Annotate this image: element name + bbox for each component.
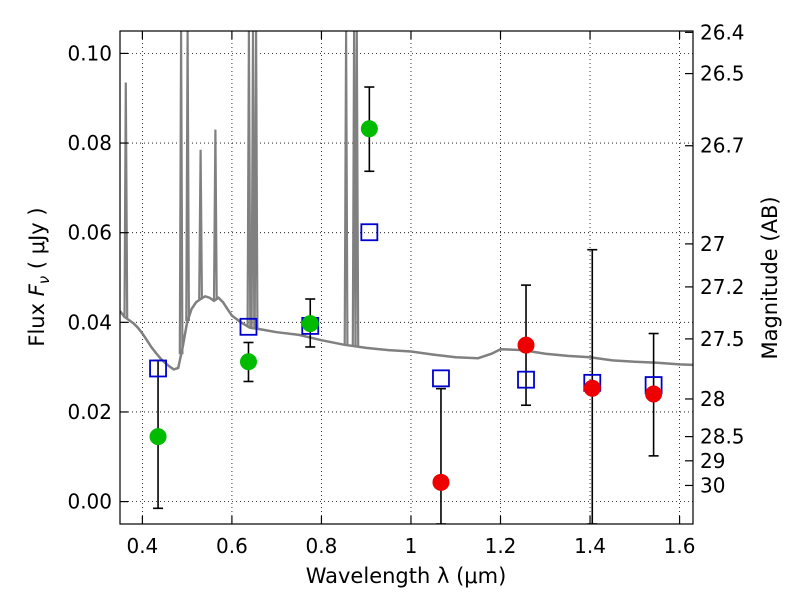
x-axis-label: Wavelength λ (μm)	[306, 564, 507, 588]
emission-line	[212, 129, 218, 300]
y-axis-label-var: F	[25, 283, 49, 296]
observed-point	[301, 315, 319, 333]
emission-line	[246, 31, 252, 328]
mag-tick-label: 27	[700, 232, 725, 256]
emission-line	[253, 31, 259, 329]
y-tick-label: 0.08	[67, 131, 112, 155]
mag-tick-label: 29	[700, 449, 725, 473]
mag-tick-label: 30	[700, 473, 725, 497]
y-tick-label: 0.10	[67, 41, 112, 65]
mag-tick-label: 27.2	[700, 275, 745, 299]
y-tick-label: 0.06	[67, 221, 112, 245]
mag-tick-label: 27.5	[700, 327, 745, 351]
observed-point	[239, 353, 257, 371]
plot-frame	[119, 30, 694, 525]
mag-tick-label: 26.4	[700, 20, 745, 44]
y-tick-label: 0.04	[67, 310, 112, 334]
x-tick-label: 1.2	[485, 534, 517, 558]
mag-tick-label: 28.5	[700, 425, 745, 449]
x-tick-label: 1.4	[574, 534, 606, 558]
model-point	[517, 370, 535, 389]
mag-tick-label: 26.5	[700, 62, 745, 86]
x-tick-label: 0.6	[216, 534, 248, 558]
y-tick-label: 0.02	[67, 400, 112, 424]
emission-line	[123, 82, 129, 318]
model-point	[149, 359, 167, 378]
x-tick-label: 1.6	[664, 534, 696, 558]
axes: 0.4 0.6 0.8 1 1.2 1.4 1.6 0.00 0.02 0.04 0.06 0.08 0…	[67, 20, 744, 558]
model-point	[432, 369, 450, 388]
emission-line	[250, 31, 256, 329]
model-point	[360, 223, 379, 242]
mag-tick-label: 26.7	[700, 134, 745, 158]
observed-point	[149, 428, 167, 446]
mag-tick-label: 28	[700, 387, 725, 411]
observed-point	[432, 473, 450, 491]
y-axis-label-post: ( μJy )	[25, 207, 49, 275]
observed-point	[583, 379, 601, 397]
y-axis-label-pre: Flux	[25, 296, 49, 346]
observed-point	[360, 120, 378, 138]
model-point	[239, 317, 258, 336]
emission-line	[198, 149, 203, 300]
x-tick-label: 0.8	[306, 534, 338, 558]
x-tick-label: 1	[405, 534, 418, 558]
emission-line	[178, 31, 184, 355]
y-axis-label: Flux Fν ( μJy )	[25, 207, 53, 346]
x-tick-label: 0.4	[126, 534, 158, 558]
emission-line	[343, 31, 349, 346]
emission-line	[354, 31, 360, 347]
observed-point	[517, 336, 535, 354]
emission-line	[185, 31, 190, 322]
y-axis-label-sub: ν	[35, 276, 53, 284]
y2-axis-label: Magnitude (AB)	[758, 196, 782, 359]
observed-point	[645, 385, 663, 403]
y-tick-label: 0.00	[67, 490, 112, 514]
plot-area	[120, 31, 693, 524]
